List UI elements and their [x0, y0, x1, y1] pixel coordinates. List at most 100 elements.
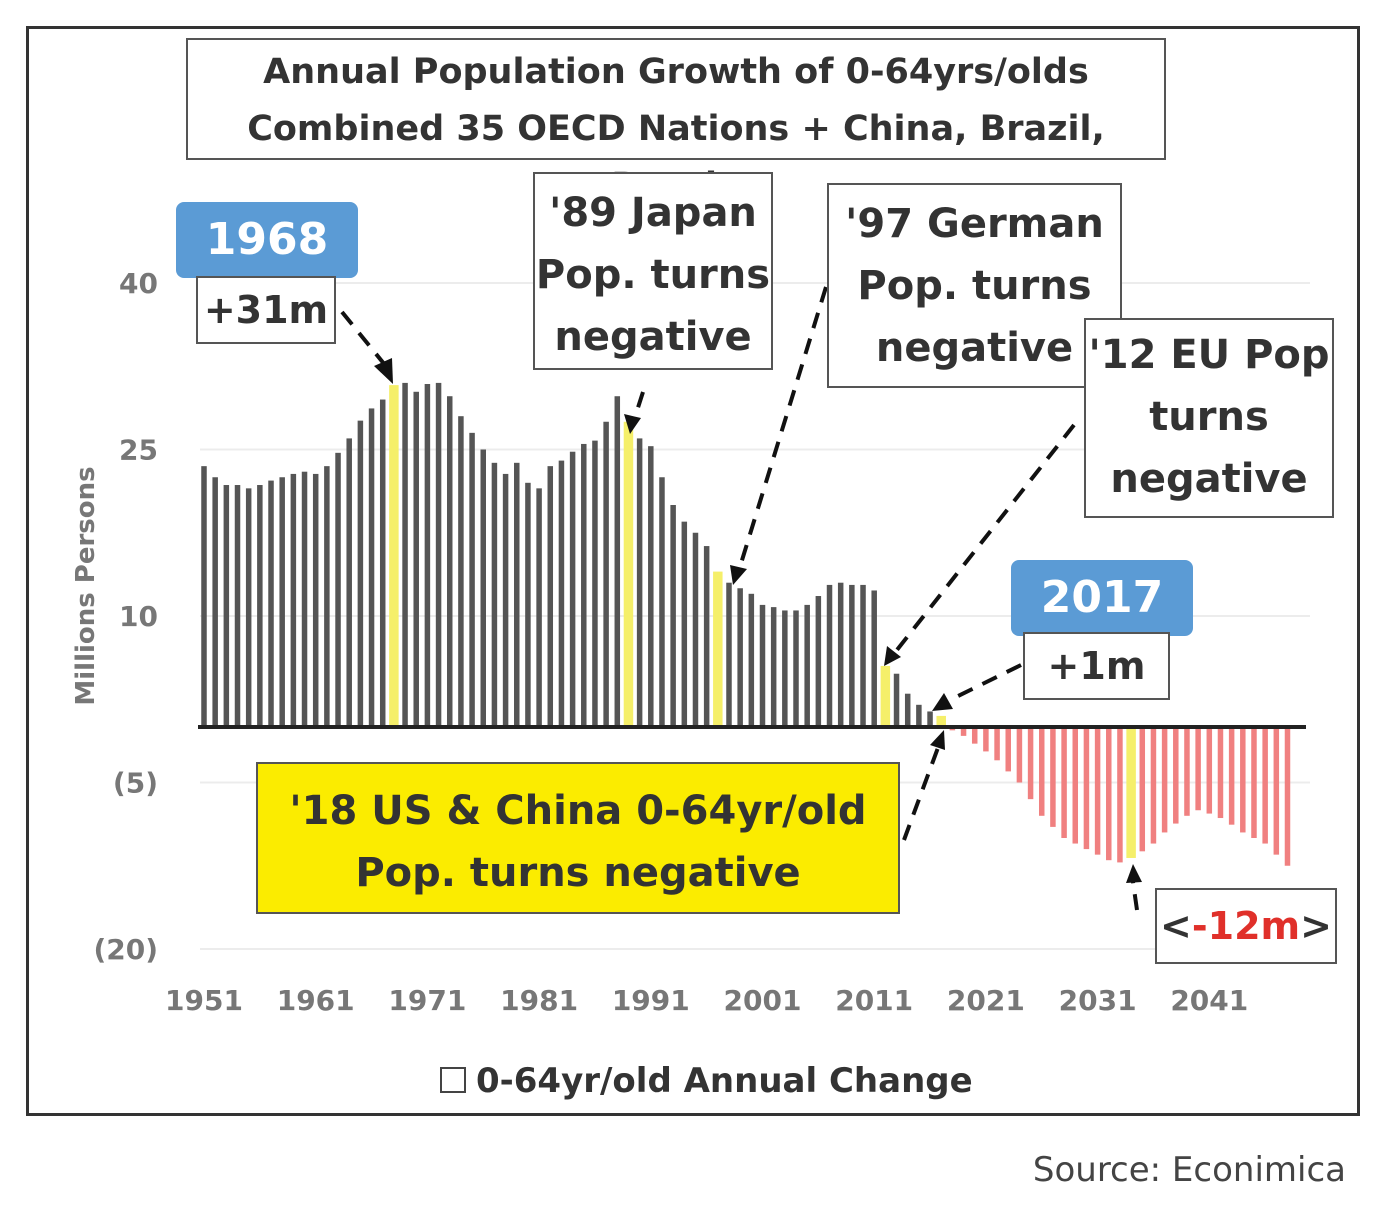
- annotation-german-line: negative: [875, 325, 1074, 371]
- annotation-us-china-line: '18 US & China 0-64yr/old: [289, 788, 867, 834]
- bar: [681, 521, 688, 727]
- bar: [659, 477, 665, 727]
- x-tick-label: 1991: [612, 984, 690, 1017]
- bar: [379, 399, 386, 727]
- bar: [268, 480, 274, 727]
- bar: [1039, 727, 1045, 816]
- bar: [536, 488, 542, 727]
- bar: [849, 584, 855, 727]
- legend-swatch: [440, 1067, 466, 1093]
- annotation-japan: '89 Japan Pop. turns negative: [533, 172, 773, 370]
- bar: [592, 440, 598, 727]
- bar: [1083, 727, 1090, 850]
- bar: [1005, 727, 1011, 772]
- bar: [826, 584, 833, 727]
- bar: [389, 385, 399, 727]
- bar: [245, 488, 252, 727]
- label-minimum-value: <-12m>: [1155, 888, 1337, 964]
- bar: [569, 451, 576, 727]
- bar: [1228, 727, 1235, 825]
- bar: [335, 452, 341, 727]
- bar: [893, 673, 900, 727]
- bar: [502, 473, 509, 727]
- arrowhead-1997: [730, 565, 747, 585]
- x-tick-label: 1951: [165, 984, 243, 1017]
- label-1968-year: 1968: [176, 202, 358, 278]
- bar: [804, 604, 810, 727]
- bar: [770, 607, 777, 727]
- label-min-suffix: >: [1300, 904, 1332, 948]
- bar: [357, 420, 364, 727]
- bar: [234, 485, 241, 727]
- arrowhead-1968: [374, 358, 393, 384]
- x-tick-label: 2001: [724, 984, 802, 1017]
- arrow-1997: [737, 286, 828, 571]
- bar: [1273, 727, 1280, 855]
- annotation-japan-line: Pop. turns: [535, 252, 771, 298]
- arrow-1968: [340, 310, 387, 367]
- annotation-german-line: Pop. turns: [857, 263, 1092, 309]
- bar: [748, 593, 755, 727]
- bar: [1184, 727, 1190, 816]
- bar: [648, 446, 654, 727]
- bar: [1072, 727, 1079, 844]
- bar: [491, 462, 498, 727]
- bar: [1262, 727, 1268, 844]
- arrow-2017: [949, 663, 1022, 702]
- bar: [1161, 727, 1168, 833]
- bar: [793, 610, 799, 727]
- bar: [324, 466, 330, 727]
- annotation-japan-line: negative: [554, 314, 752, 360]
- bar: [301, 471, 308, 727]
- bar: [860, 584, 866, 727]
- x-tick-label: 1981: [500, 984, 578, 1017]
- bar: [435, 382, 442, 727]
- x-tick-label: 2041: [1170, 984, 1248, 1017]
- bar: [525, 482, 531, 727]
- label-1968-value: +31m: [196, 276, 336, 344]
- annotation-eu-line: negative: [1110, 456, 1308, 502]
- bar: [703, 546, 710, 727]
- bar: [1251, 727, 1257, 838]
- label-min-number: -12m: [1191, 904, 1301, 948]
- annotation-japan-line: '89 Japan: [549, 190, 757, 236]
- bar: [983, 727, 989, 752]
- bar: [547, 466, 554, 727]
- annotation-eu-line: turns: [1149, 394, 1269, 440]
- bar: [458, 416, 464, 727]
- bar: [257, 485, 263, 727]
- bar: [603, 421, 609, 727]
- bar: [737, 588, 743, 727]
- bar: [623, 421, 634, 727]
- bar: [1027, 727, 1034, 800]
- bar: [413, 391, 419, 727]
- bar: [514, 462, 520, 727]
- bar: [692, 532, 699, 727]
- bar: [469, 432, 475, 727]
- y-tick-label: 40: [119, 267, 158, 300]
- bar: [759, 604, 766, 727]
- bar: [1050, 727, 1056, 827]
- bar: [212, 477, 218, 727]
- y-tick-label: (20): [93, 933, 158, 966]
- bar: [726, 582, 732, 727]
- bar: [713, 571, 723, 727]
- label-2017-value: +1m: [1023, 632, 1170, 700]
- bar: [424, 384, 431, 727]
- annotation-german-line: '97 German: [845, 201, 1104, 247]
- annotation-eu: '12 EU Pop turns negative: [1084, 318, 1334, 518]
- bar: [312, 473, 319, 727]
- arrowhead-2012: [884, 646, 901, 666]
- bar: [368, 408, 375, 727]
- arrowhead-2034: [1126, 864, 1142, 883]
- bar: [480, 449, 486, 727]
- bar: [871, 590, 877, 727]
- bar: [201, 466, 207, 727]
- x-tick-label: 2011: [835, 984, 913, 1017]
- bar: [994, 727, 1000, 761]
- bar: [904, 693, 911, 727]
- bar: [1173, 727, 1179, 824]
- bar: [1150, 727, 1157, 844]
- bar: [1061, 727, 1067, 838]
